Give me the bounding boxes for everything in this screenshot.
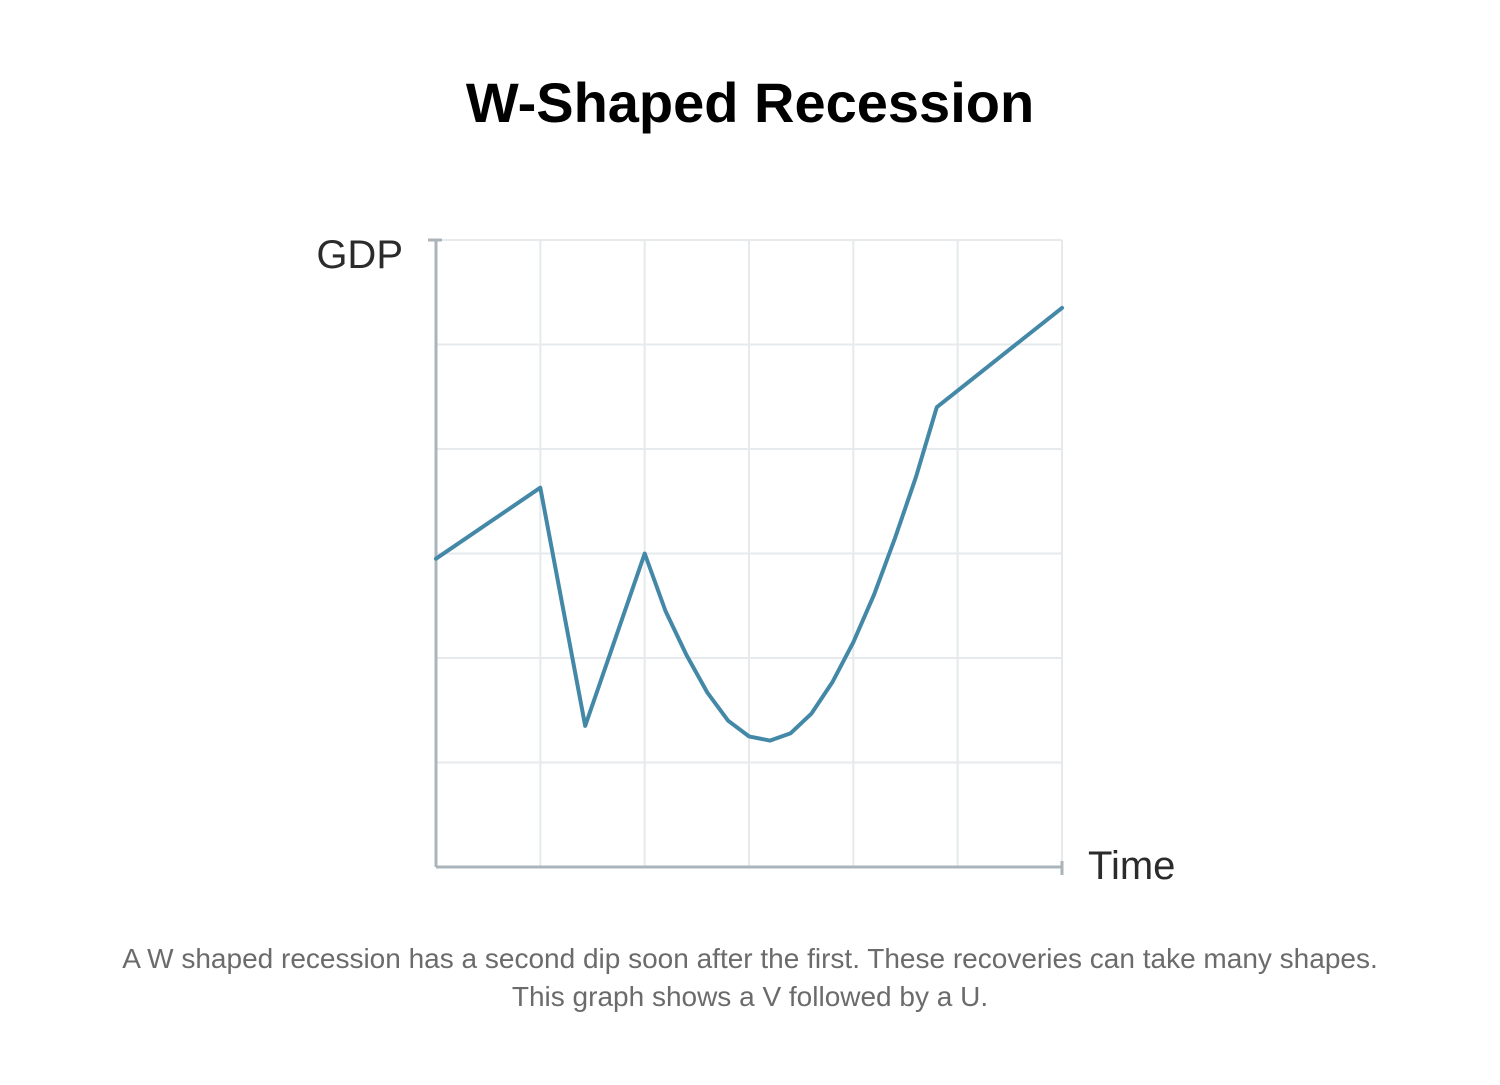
chart-caption: A W shaped recession has a second dip so… bbox=[0, 940, 1500, 1016]
caption-line-2: This graph shows a V followed by a U. bbox=[511, 981, 989, 1012]
y-axis-label: GDP bbox=[316, 233, 403, 277]
chart-axes bbox=[428, 238, 1064, 875]
gdp-series-line bbox=[434, 305, 1064, 743]
chart-title: W-Shaped Recession bbox=[465, 71, 1035, 134]
chart-grid bbox=[436, 239, 1063, 867]
caption-line-1: A W shaped recession has a second dip so… bbox=[122, 943, 1378, 974]
x-axis-label: Time bbox=[1088, 844, 1175, 888]
chart-series bbox=[434, 305, 1064, 743]
